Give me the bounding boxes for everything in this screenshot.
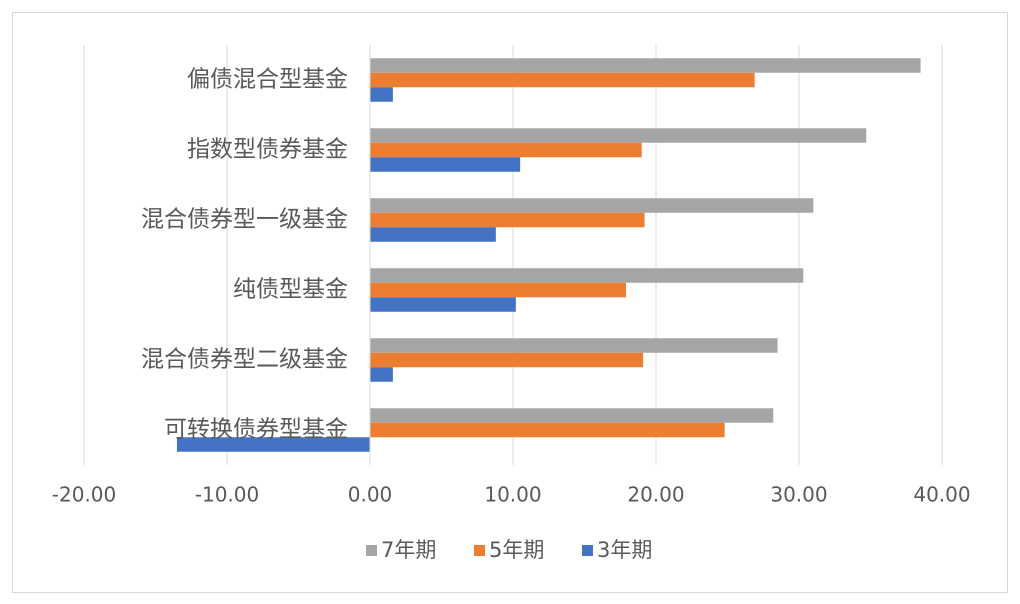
legend-label: 7年期: [381, 538, 436, 562]
bar: [370, 338, 778, 353]
x-tick-label: -10.00: [195, 483, 259, 507]
x-tick-label: 0.00: [348, 483, 393, 507]
legend-label: 3年期: [597, 538, 652, 562]
bar: [370, 157, 521, 172]
bar: [370, 87, 393, 102]
bar: [370, 422, 725, 438]
x-tick-label: 30.00: [770, 483, 827, 507]
bar: [370, 282, 626, 298]
y-tick-label: 混合债券型二级基金: [141, 347, 348, 373]
x-tick-label: 40.00: [913, 483, 970, 507]
legend-swatch: [474, 545, 485, 556]
x-tick-label: 10.00: [484, 483, 541, 507]
bar: [370, 367, 393, 382]
bar: [176, 437, 370, 452]
bar: [370, 198, 814, 213]
y-tick-label: 偏债混合型基金: [187, 67, 348, 93]
bar: [370, 408, 774, 423]
y-tick-label: 混合债券型一级基金: [141, 207, 348, 233]
legend-swatch: [366, 545, 377, 556]
bar: [370, 58, 921, 73]
x-tick-label: -20.00: [52, 483, 116, 507]
bar: [370, 268, 804, 283]
legend-swatch: [582, 545, 593, 556]
y-tick-label: 可转换债券型基金: [164, 417, 348, 443]
bar: [370, 212, 645, 228]
legend-label: 5年期: [489, 538, 544, 562]
bar: [370, 72, 755, 88]
x-tick-label: 20.00: [627, 483, 684, 507]
bar: [370, 142, 642, 158]
bar: [370, 352, 644, 368]
bar: [370, 227, 496, 242]
bar: [370, 297, 516, 312]
y-tick-label: 指数型债券基金: [187, 137, 348, 163]
bar: [370, 128, 867, 143]
y-tick-label: 纯债型基金: [233, 277, 348, 303]
